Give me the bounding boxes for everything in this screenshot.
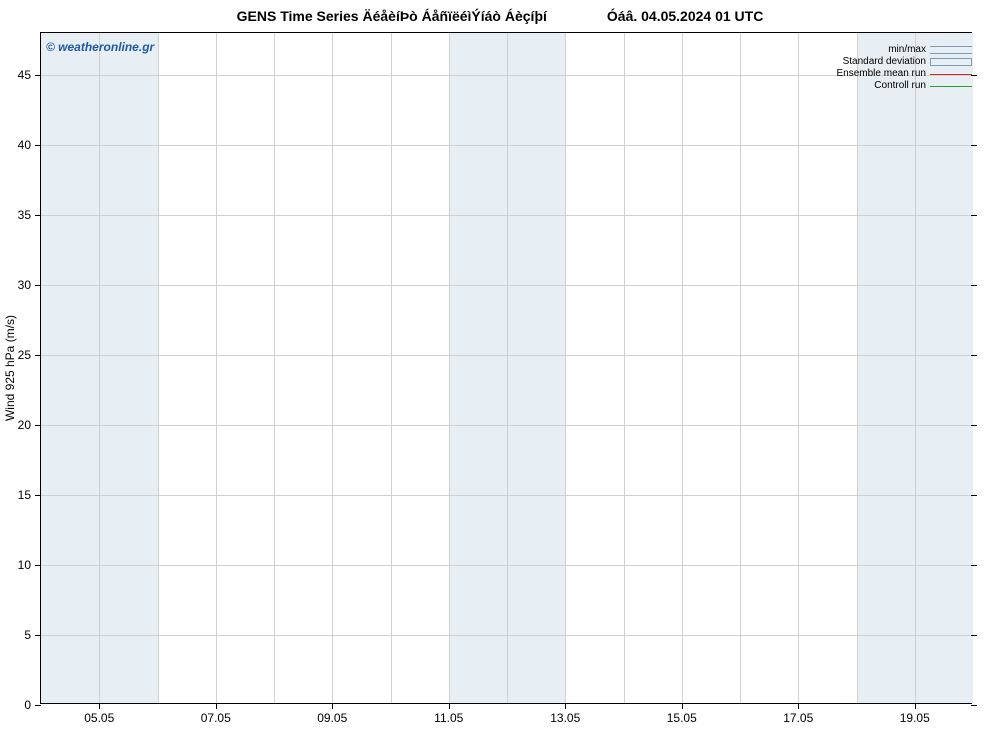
- attribution: © weatheronline.gr: [46, 40, 154, 54]
- gridline-vertical: [216, 33, 217, 703]
- ytick-label: 10: [18, 558, 31, 572]
- ytick-label: 35: [18, 208, 31, 222]
- legend-item: Standard deviation: [837, 56, 973, 68]
- legend-item: Ensemble mean run: [837, 68, 973, 80]
- ytick-mark: [35, 215, 41, 216]
- xtick-mark: [798, 703, 799, 709]
- ytick-label: 25: [18, 348, 31, 362]
- xtick-mark: [565, 703, 566, 709]
- gridline-vertical: [798, 33, 799, 703]
- y-axis-label: Wind 925 hPa (m/s): [3, 315, 17, 421]
- xtick-mark: [449, 703, 450, 709]
- gridline-vertical: [99, 33, 100, 703]
- legend-item: Controll run: [837, 80, 973, 92]
- ytick-mark-right: [971, 565, 977, 566]
- legend-swatch: [930, 74, 972, 75]
- legend-label: Standard deviation: [843, 56, 930, 68]
- ytick-mark: [35, 565, 41, 566]
- xtick-label: 19.05: [900, 711, 930, 725]
- ytick-mark: [35, 75, 41, 76]
- xtick-mark: [915, 703, 916, 709]
- chart-title-right: Óáâ. 04.05.2024 01 UTC: [607, 8, 763, 24]
- gridline-vertical: [507, 33, 508, 703]
- gridline-horizontal: [41, 565, 971, 566]
- ytick-label: 15: [18, 488, 31, 502]
- xtick-label: 11.05: [434, 711, 463, 725]
- xtick-label: 07.05: [201, 711, 231, 725]
- xtick-mark: [332, 703, 333, 709]
- xtick-label: 09.05: [317, 711, 347, 725]
- ytick-mark-right: [971, 495, 977, 496]
- legend-swatch: [930, 58, 972, 66]
- gridline-vertical: [915, 33, 916, 703]
- gridline-vertical: [332, 33, 333, 703]
- chart-title-left: GENS Time Series ÄéåèíÞò ÁåñïëéìÝíáò Áèç…: [237, 8, 547, 24]
- gridline-vertical: [158, 33, 159, 703]
- ytick-label: 45: [18, 68, 31, 82]
- gridline-horizontal: [41, 495, 971, 496]
- legend-label: Controll run: [874, 80, 930, 92]
- ytick-mark-right: [971, 145, 977, 146]
- gridline-horizontal: [41, 145, 971, 146]
- gridline-horizontal: [41, 355, 971, 356]
- gridline-vertical: [857, 33, 858, 703]
- gridline-horizontal: [41, 75, 971, 76]
- ytick-mark-right: [971, 635, 977, 636]
- gridline-vertical: [391, 33, 392, 703]
- gridline-horizontal: [41, 635, 971, 636]
- ytick-mark: [35, 495, 41, 496]
- xtick-mark: [682, 703, 683, 709]
- legend-swatch: [930, 86, 972, 87]
- ytick-mark-right: [971, 355, 977, 356]
- ytick-mark-right: [971, 285, 977, 286]
- xtick-mark: [99, 703, 100, 709]
- gridline-vertical: [274, 33, 275, 703]
- ytick-label: 30: [18, 278, 31, 292]
- chart-title: GENS Time Series ÄéåèíÞò ÁåñïëéìÝíáò Áèç…: [0, 8, 1000, 24]
- legend-label: Ensemble mean run: [837, 68, 931, 80]
- ytick-mark: [35, 705, 41, 706]
- legend-label: min/max: [888, 44, 930, 56]
- gridline-vertical: [740, 33, 741, 703]
- gridline-horizontal: [41, 285, 971, 286]
- gridline-vertical: [449, 33, 450, 703]
- xtick-label: 05.05: [84, 711, 114, 725]
- xtick-mark: [216, 703, 217, 709]
- ytick-label: 5: [24, 628, 31, 642]
- ytick-label: 0: [24, 698, 31, 712]
- ytick-mark-right: [971, 215, 977, 216]
- ytick-mark: [35, 285, 41, 286]
- gridline-vertical: [565, 33, 566, 703]
- ytick-label: 40: [18, 138, 31, 152]
- gridline-vertical: [624, 33, 625, 703]
- plot-area: 05101520253035404505.0507.0509.0511.0513…: [40, 32, 972, 704]
- ytick-mark-right: [971, 425, 977, 426]
- legend-item: min/max: [837, 44, 973, 56]
- ytick-mark: [35, 635, 41, 636]
- ytick-mark: [35, 145, 41, 146]
- xtick-label: 17.05: [783, 711, 813, 725]
- gridline-horizontal: [41, 215, 971, 216]
- ytick-mark: [35, 425, 41, 426]
- gridline-vertical: [682, 33, 683, 703]
- ytick-label: 20: [18, 418, 31, 432]
- legend-swatch: [930, 46, 972, 54]
- ytick-mark-right: [971, 705, 977, 706]
- xtick-label: 15.05: [667, 711, 697, 725]
- legend: min/maxStandard deviationEnsemble mean r…: [837, 44, 973, 92]
- xtick-label: 13.05: [550, 711, 580, 725]
- ytick-mark: [35, 355, 41, 356]
- gridline-horizontal: [41, 425, 971, 426]
